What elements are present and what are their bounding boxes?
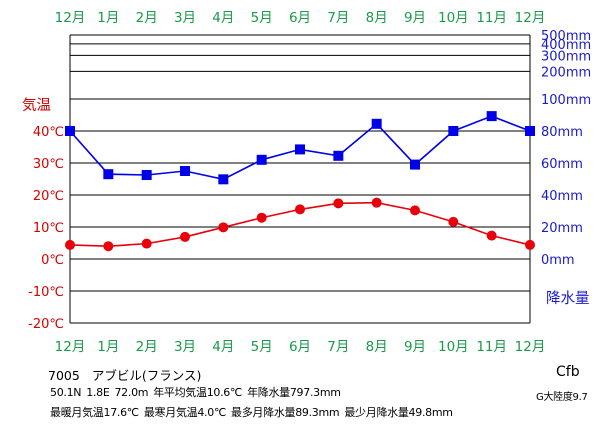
month-label-bottom: 10月 bbox=[438, 339, 469, 355]
max-month-precip: 最多月降水量89.3mm bbox=[231, 406, 340, 419]
temp-tick-label: 0℃ bbox=[41, 253, 64, 268]
month-label-top: 9月 bbox=[404, 10, 426, 26]
month-label-bottom: 12月 bbox=[515, 339, 546, 355]
month-label-bottom: 2月 bbox=[136, 339, 158, 355]
month-label-bottom: 8月 bbox=[366, 339, 388, 355]
month-label-top: 11月 bbox=[476, 10, 507, 26]
month-label-bottom: 11月 bbox=[476, 339, 507, 355]
temp-tick-label: 10℃ bbox=[33, 221, 64, 236]
precip-tick-label: 400mm bbox=[541, 38, 591, 53]
precip-axis-title: 降水量 bbox=[546, 290, 590, 307]
temp-point bbox=[448, 216, 459, 227]
precip-tick-label: 100mm bbox=[541, 93, 591, 108]
min-month-precip: 最少月降水量49.8mm bbox=[344, 406, 453, 419]
elevation: 72.0m bbox=[114, 386, 149, 399]
month-label-top: 12月 bbox=[515, 10, 546, 26]
month-label-top: 4月 bbox=[212, 10, 234, 26]
temp-axis-title: 気温 bbox=[22, 97, 51, 114]
temp-point bbox=[486, 230, 497, 241]
temp-tick-label: 20℃ bbox=[33, 189, 64, 204]
precip-tick-label: 60mm bbox=[541, 157, 583, 172]
month-label-bottom: 7月 bbox=[327, 339, 349, 355]
precip-point bbox=[141, 170, 152, 180]
precip-point bbox=[371, 118, 382, 129]
precip-tick-label: 40mm bbox=[541, 189, 583, 204]
stats-line-1: 50.1N 1.8E 72.0m 年平均気温10.6℃ 年降水量797.3mm bbox=[50, 384, 341, 400]
temp-point bbox=[218, 222, 229, 233]
precip-point bbox=[295, 144, 305, 155]
month-label-bottom: 1月 bbox=[97, 339, 119, 355]
chart-axes bbox=[69, 35, 531, 324]
month-label-bottom: 12月 bbox=[55, 339, 86, 355]
precip-tick-label: 0mm bbox=[541, 253, 575, 268]
longitude: 1.8E bbox=[86, 386, 110, 399]
temp-point bbox=[295, 204, 305, 215]
month-label-top: 7月 bbox=[327, 10, 349, 26]
precip-point bbox=[256, 154, 267, 165]
month-label-top: 3月 bbox=[174, 10, 196, 26]
continentality-index: G大陸度9.7 bbox=[536, 392, 588, 403]
month-label-bottom: 3月 bbox=[174, 339, 196, 355]
precip-point bbox=[65, 126, 75, 136]
precip-point bbox=[333, 150, 344, 161]
station-name: アブビル(フランス) bbox=[91, 368, 202, 383]
precip-tick-label: 500mm bbox=[541, 29, 591, 44]
temperature-series bbox=[65, 197, 535, 252]
month-label-bottom: 4月 bbox=[212, 339, 234, 355]
month-label-top: 1月 bbox=[97, 10, 119, 26]
annual-temp: 年平均気温10.6℃ bbox=[153, 386, 243, 399]
temp-point bbox=[371, 197, 382, 208]
precip-tick-label: 200mm bbox=[541, 65, 591, 80]
temp-point bbox=[333, 198, 344, 209]
temp-tick-label: 30℃ bbox=[33, 157, 64, 172]
month-label-top: 6月 bbox=[289, 10, 311, 26]
month-label-top: 2月 bbox=[136, 10, 158, 26]
temp-point bbox=[103, 241, 114, 252]
precip-tick-label: 80mm bbox=[541, 125, 583, 140]
month-label-top: 10月 bbox=[438, 10, 469, 26]
month-label-bottom: 9月 bbox=[404, 339, 426, 355]
warmest-month-temp: 最暖月気温17.6℃ bbox=[50, 406, 139, 419]
precip-tick-label: 300mm bbox=[541, 49, 591, 64]
temp-tick-label: 40℃ bbox=[33, 125, 64, 140]
temp-point bbox=[141, 238, 152, 249]
precip-point bbox=[180, 166, 190, 176]
precip-point bbox=[218, 174, 229, 185]
month-label-top: 12月 bbox=[55, 10, 86, 26]
precip-point bbox=[410, 159, 420, 170]
precip-point bbox=[525, 126, 535, 136]
chart-grid bbox=[70, 34, 530, 324]
temp-point bbox=[410, 205, 420, 216]
precipitation-series bbox=[65, 111, 535, 185]
month-label-bottom: 6月 bbox=[289, 339, 311, 355]
precip-point bbox=[448, 126, 459, 136]
station-id: 7005 bbox=[48, 368, 80, 383]
temp-tick-label: -10℃ bbox=[28, 285, 64, 300]
month-label-top: 8月 bbox=[366, 10, 388, 26]
temp-tick-label: -20℃ bbox=[28, 317, 64, 332]
annual-precip: 年降水量797.3mm bbox=[247, 386, 341, 399]
koppen-class: Cfb bbox=[556, 364, 580, 380]
month-label-bottom: 5月 bbox=[251, 339, 273, 355]
temp-point bbox=[65, 239, 75, 250]
coldest-month-temp: 最寒月気温4.0℃ bbox=[143, 406, 227, 419]
precip-point bbox=[486, 111, 497, 122]
station-line: 7005 アブビル(フランス) bbox=[48, 365, 201, 384]
temp-point bbox=[525, 239, 535, 250]
stats-line-2: 最暖月気温17.6℃ 最寒月気温4.0℃ 最多月降水量89.3mm 最少月降水量49.… bbox=[50, 404, 453, 420]
precip-tick-label: 20mm bbox=[541, 221, 583, 236]
temp-point bbox=[180, 231, 190, 242]
chart-labels: 12月 12月 1月 1月 2月 2月 3月 3月 4月 4月 5月 5月 6月 6月 7月 7月 8月 8月 9月… bbox=[22, 10, 591, 355]
temp-point bbox=[256, 212, 267, 223]
latitude: 50.1N bbox=[50, 386, 82, 399]
month-label-top: 5月 bbox=[251, 10, 273, 26]
precip-point bbox=[103, 169, 114, 180]
